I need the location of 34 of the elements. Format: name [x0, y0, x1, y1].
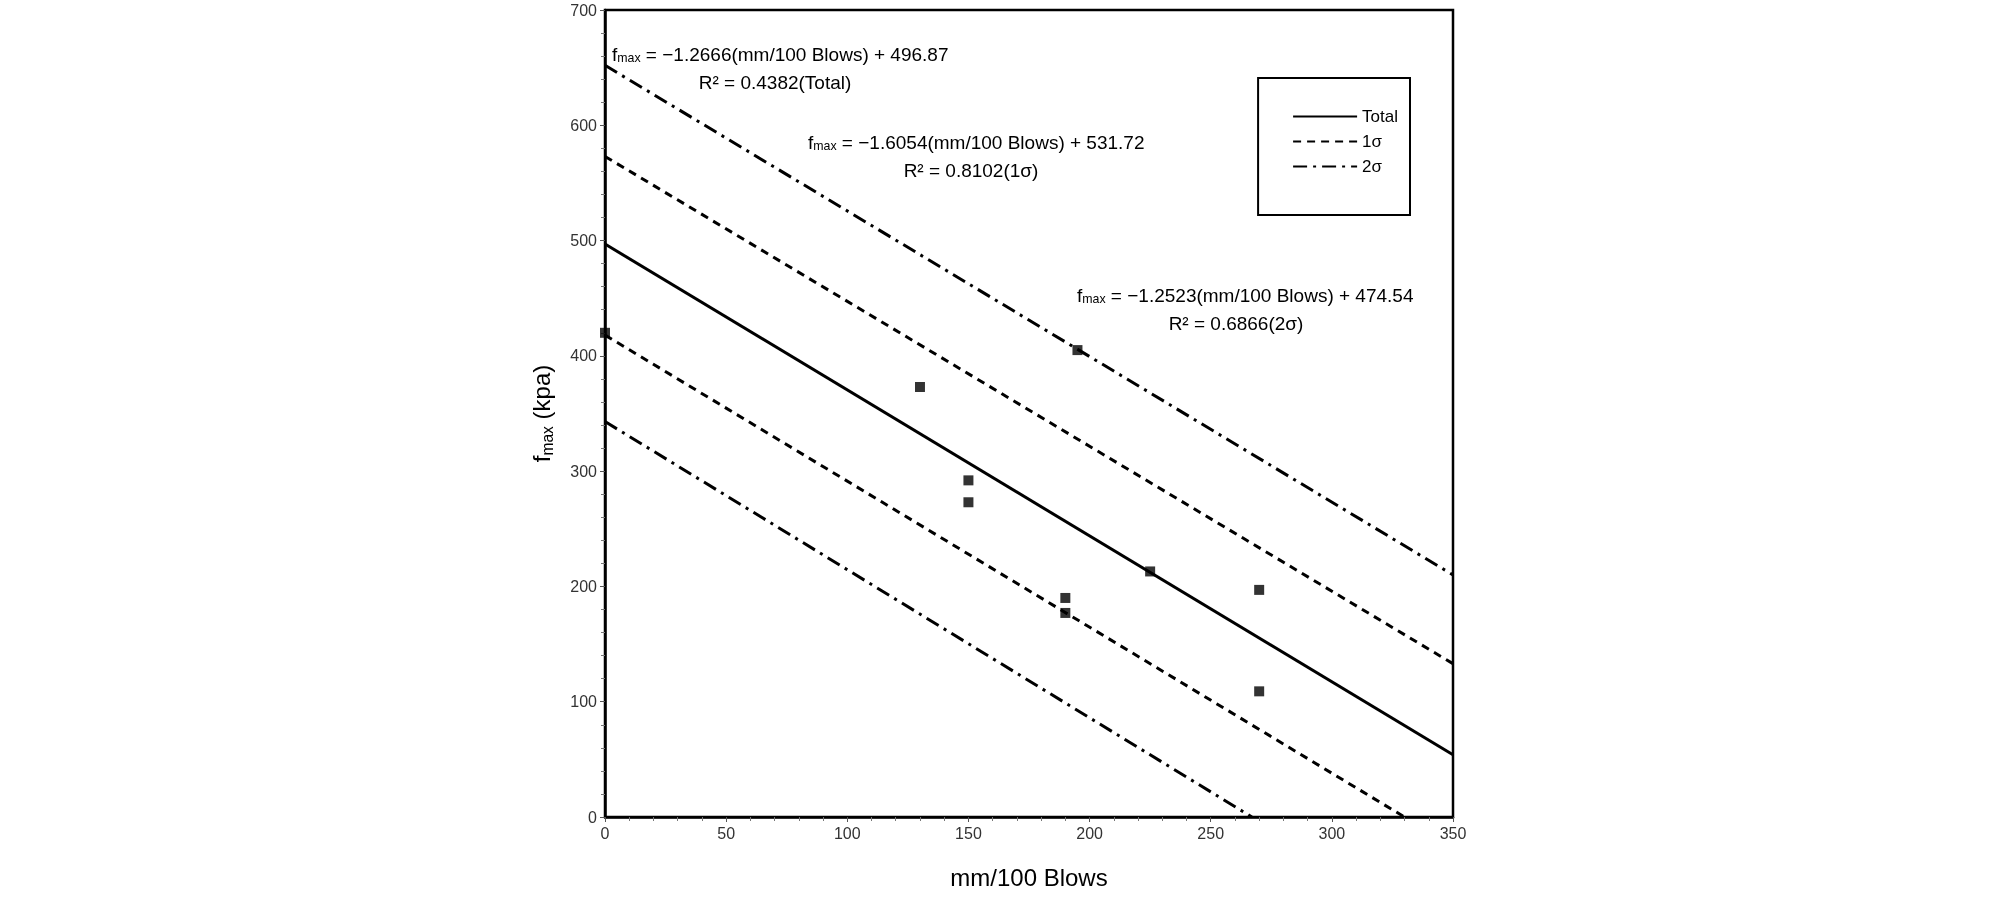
point [963, 475, 974, 486]
annotation: R² = 0.4382(Total) [698, 71, 852, 93]
x-tick-label: 350 [1439, 824, 1467, 842]
x-tick-label: 250 [1197, 824, 1225, 842]
point [1145, 566, 1156, 577]
point [914, 381, 925, 392]
x-tick-label: 0 [600, 824, 610, 842]
point [963, 497, 974, 508]
point [1254, 584, 1265, 595]
y-axis-title: fmax (kpa) [528, 364, 556, 463]
legend-label: Total [1362, 107, 1399, 126]
point [1254, 686, 1265, 697]
y-tick-label: 300 [570, 462, 598, 480]
point [1060, 592, 1071, 603]
annotation: R² = 0.8102(1σ) [903, 159, 1039, 181]
x-axis-title: mm/100 Blows [950, 863, 1108, 891]
y-tick-label: 400 [570, 347, 598, 365]
point [600, 327, 610, 338]
x-tick-label: 300 [1318, 824, 1346, 842]
x-tick-label: 200 [1076, 824, 1104, 842]
y-tick-label: 700 [570, 1, 598, 19]
annotation: R² = 0.6866(2σ) [1168, 312, 1304, 334]
legend-label: 2σ [1362, 157, 1383, 176]
point [1072, 345, 1083, 356]
x-tick-label: 150 [955, 824, 982, 842]
y-tick-label: 100 [570, 693, 598, 711]
x-tick-label: 50 [717, 824, 736, 842]
x-tick-label: 100 [833, 824, 861, 842]
y-tick-label: 0 [588, 808, 598, 826]
y-tick-label: 500 [570, 232, 598, 250]
point [1060, 607, 1071, 618]
y-tick-label: 600 [570, 116, 598, 134]
y-tick-label: 200 [570, 577, 598, 595]
legend-label: 1σ [1362, 132, 1383, 151]
